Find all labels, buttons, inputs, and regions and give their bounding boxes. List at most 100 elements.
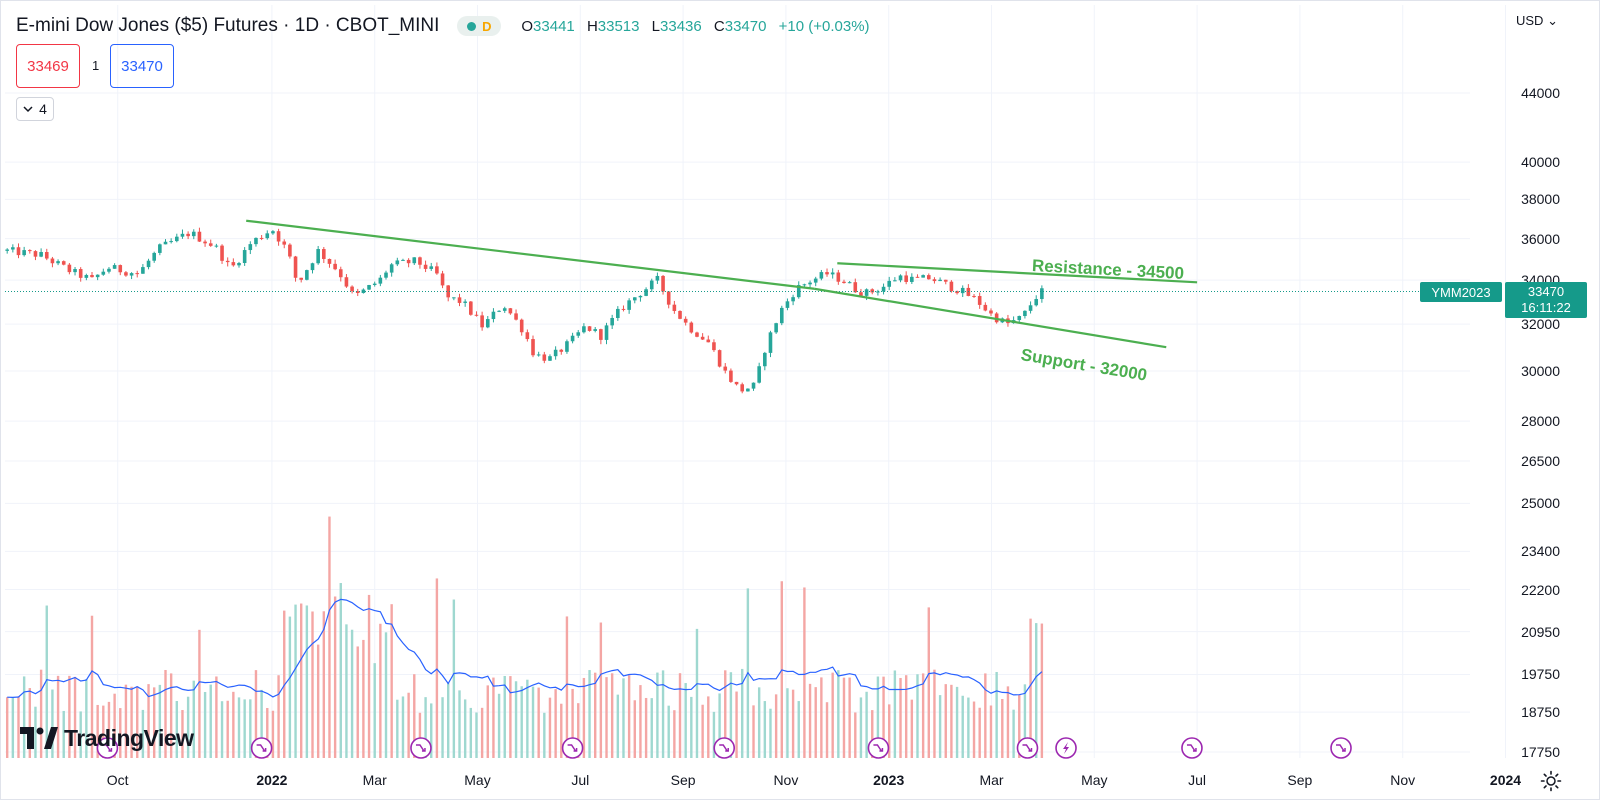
candle-body [1034,299,1039,306]
candle-body [435,266,439,274]
candle-body [983,304,988,311]
settings-gear-icon[interactable] [1540,770,1562,792]
volume-bar [854,712,857,758]
candle-body [203,241,207,244]
tradingview-logo[interactable]: TradingView [20,724,194,752]
volume-bar [311,611,314,758]
candle-body [384,272,388,278]
market-open-dot-icon [467,21,477,31]
bar-countdown: 16:11:22 [1521,300,1571,315]
spread-value: 1 [92,58,100,73]
candle-body [655,275,660,281]
candle-body [16,247,21,256]
volume-bar [435,578,439,758]
candle-body [191,231,196,237]
candle-body [225,260,230,263]
buy-button[interactable]: 33470 [110,44,174,88]
split-event-icon [713,737,736,759]
candle-body [463,301,467,303]
candle-body [282,241,287,245]
market-status[interactable]: D [457,16,502,36]
candle-body [361,289,366,294]
volume-bar [51,689,54,758]
volume-bar [34,706,37,758]
volume-bar [136,686,139,758]
candle-body [695,332,699,337]
volume-bar [610,673,614,758]
volume-bar [209,684,212,758]
candle-body [452,297,456,299]
volume-bar [825,702,829,758]
volume-bar [220,701,224,758]
volume-bar [169,673,173,758]
price-tick-label: 38000 [1521,191,1560,208]
volume-bar [362,639,365,758]
volume-bar [141,709,145,758]
volume-bar [22,676,26,758]
volume-bar [786,688,789,758]
volume-bar [791,689,795,758]
volume-bar [497,693,501,758]
candle-body [519,319,524,333]
volume-bar [503,675,506,758]
volume-bar [328,516,331,758]
candle-body [491,311,496,320]
candle-body [271,231,275,234]
price-tick-label: 26500 [1521,453,1560,470]
candle-body [949,281,954,292]
volume-bar [266,707,269,758]
volume-bar [797,701,800,758]
candle-body [932,279,937,282]
candle-body [418,257,422,265]
last-price-tag: 33470 16:11:22 [1505,282,1587,318]
volume-bar [865,691,868,758]
volume-bar [203,691,207,758]
time-tick-label: 2022 [256,772,288,788]
time-tick-label: Nov [773,772,799,788]
volume-bar [978,707,981,758]
time-tick-label: May [1081,772,1108,788]
candle-body [265,233,270,239]
time-tick-label: 2024 [1489,772,1522,788]
currency-selector[interactable]: USD ⌄ [1516,13,1558,29]
indicators-collapse-button[interactable]: 4 [16,97,54,121]
volume-bars [5,516,1044,758]
volume-bar [701,704,704,758]
volume-bar [961,695,964,758]
price-tick-label: 25000 [1521,495,1560,512]
volume-bar [588,670,591,758]
time-tick-label: Sep [1287,772,1313,788]
volume-bar [458,690,461,758]
candle-body [22,250,26,256]
volume-bar [175,701,179,758]
volume-bar [45,605,48,758]
candle-body [497,310,501,312]
candle-body [531,339,535,356]
volume-bar [1023,684,1027,758]
candle-body [231,262,236,266]
volume-bar [367,594,371,758]
candle-body [819,272,824,279]
candle-body [338,269,343,278]
volume-bar [543,712,546,758]
candle-body [107,268,111,272]
open-label: O [521,17,534,35]
volume-bar [548,697,552,758]
volume-bar [260,689,263,758]
sell-button[interactable]: 33469 [16,44,80,88]
volume-bar [921,673,925,758]
volume-bar [684,683,687,758]
candle-body [746,388,750,392]
volume-bar [882,676,885,758]
price-tick-label: 20950 [1521,623,1560,640]
volume-bar [622,678,625,758]
volume-bar [831,672,834,758]
candle-body [208,243,213,246]
candle-body [864,289,869,296]
symbol-title[interactable]: E-mini Dow Jones ($5) Futures · 1D · CBO… [16,15,440,36]
candle-body [599,329,603,340]
candle-body [644,289,648,296]
volume-bar [820,677,823,758]
close-value: 33470 [724,17,767,35]
